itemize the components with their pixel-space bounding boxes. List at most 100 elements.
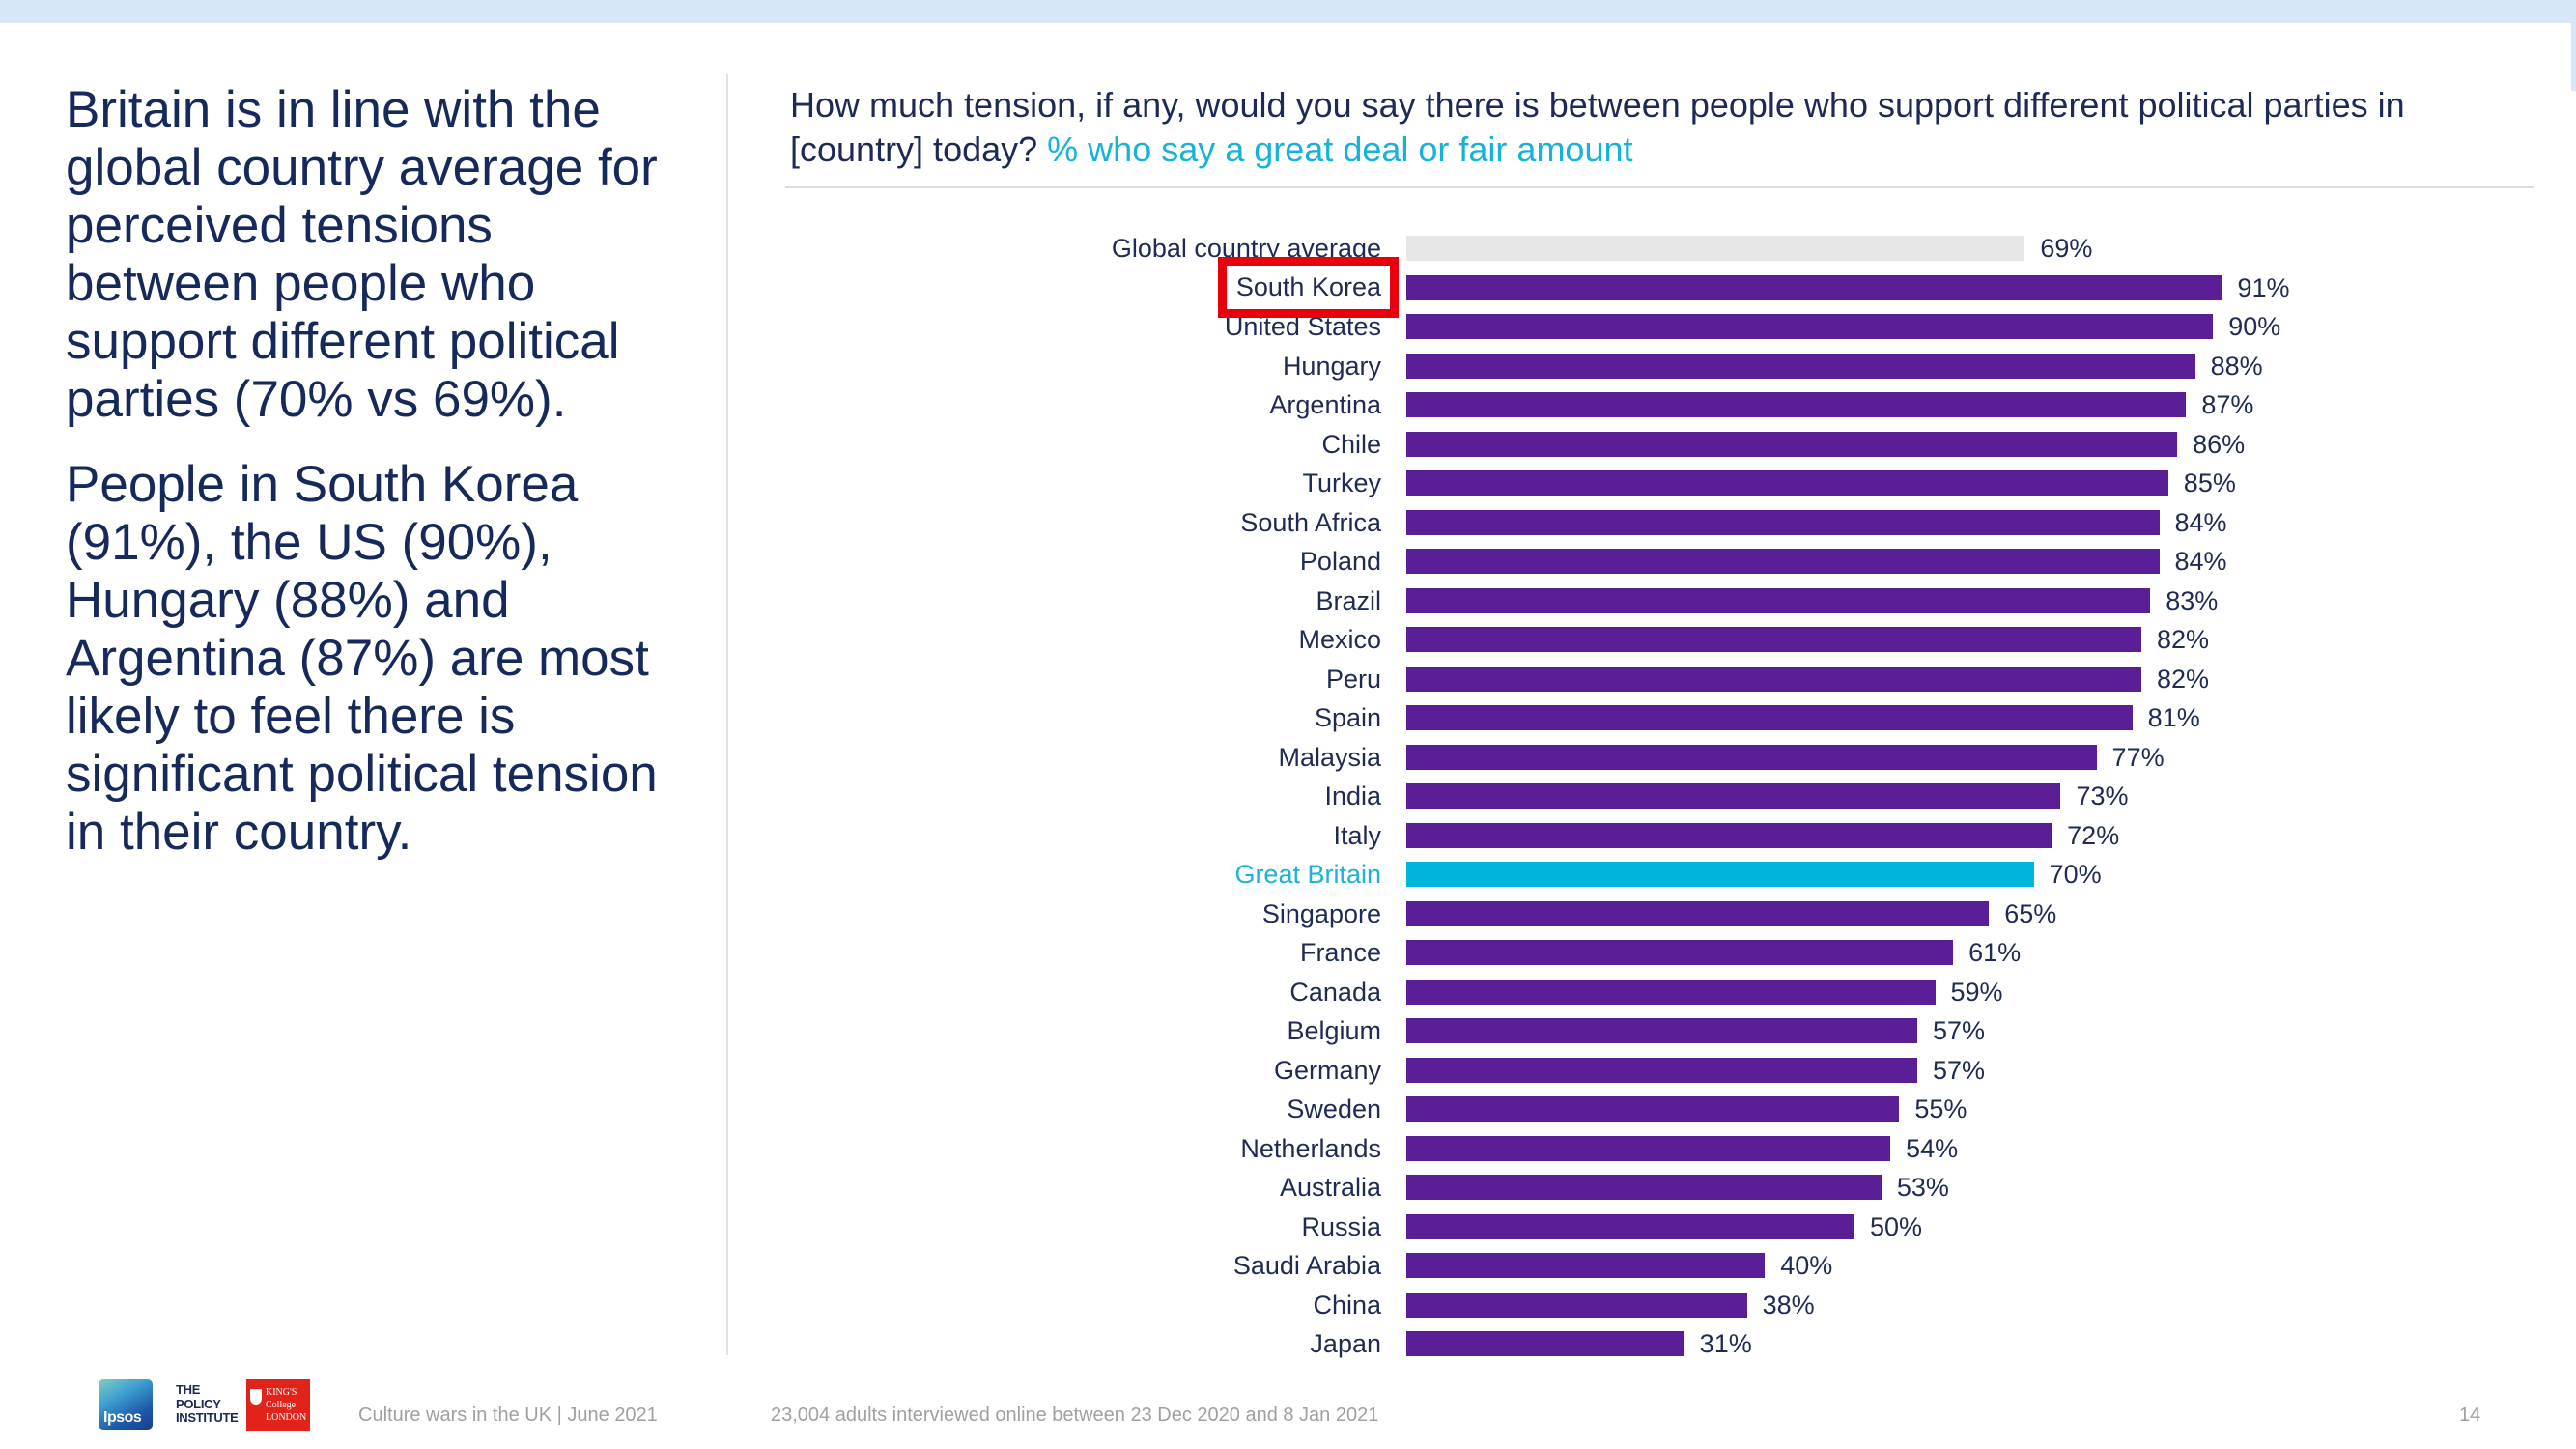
bar-chart: Global country average 69% South Korea 91% U… — [1062, 213, 2576, 1372]
bar-turkey — [1406, 470, 2168, 496]
category-label-singapore: Singapore — [1261, 898, 1381, 928]
data-label-brazil: 83% — [2166, 585, 2219, 615]
summary-paragraph-1: Britain is in line with the global count… — [66, 81, 713, 429]
bar-belgium — [1406, 1018, 1917, 1043]
data-label-china: 38% — [1762, 1290, 1815, 1320]
summary-line: Hungary (88%) and — [66, 572, 510, 629]
bar-canada — [1406, 979, 1936, 1005]
bar-singapore — [1406, 900, 1990, 926]
bar-france — [1406, 940, 1954, 965]
data-label-poland: 84% — [2174, 547, 2227, 576]
category-label-argentina: Argentina — [1269, 390, 1381, 419]
bar-great-britain — [1406, 862, 2034, 887]
data-label-singapore: 65% — [2004, 898, 2057, 928]
summary-line: in their country. — [66, 804, 412, 861]
bar-japan — [1406, 1331, 1684, 1356]
category-label-brazil: Brazil — [1316, 585, 1381, 615]
bar-brazil — [1406, 587, 2151, 613]
bar-china — [1406, 1292, 1747, 1318]
bar-india — [1406, 783, 2061, 809]
category-label-netherlands: Netherlands — [1240, 1133, 1381, 1163]
bar-sweden — [1406, 1096, 1900, 1122]
bar-global-country-average — [1406, 236, 2025, 261]
data-label-netherlands: 54% — [1906, 1133, 1959, 1163]
bar-netherlands — [1406, 1135, 1891, 1161]
category-label-italy: Italy — [1333, 820, 1381, 850]
summary-line: likely to feel there is — [66, 688, 516, 745]
bar-spain — [1406, 705, 2133, 730]
category-label-south-korea: South Korea — [1217, 257, 1399, 318]
chart-title-line-2: [country] today? % who say a great deal … — [790, 128, 2405, 172]
summary-line: global country average for — [66, 139, 658, 196]
data-label-turkey: 85% — [2183, 469, 2236, 497]
data-label-india: 73% — [2076, 781, 2129, 810]
summary-line: significant political tension — [66, 746, 658, 803]
bar-italy — [1406, 822, 2052, 848]
crest-icon — [250, 1389, 262, 1405]
top-banner — [0, 0, 2576, 23]
summary-line: People in South Korea — [66, 456, 579, 513]
bar-peru — [1406, 666, 2141, 692]
data-label-belgium: 57% — [1932, 1016, 1985, 1045]
data-label-argentina: 87% — [2201, 390, 2254, 419]
category-label-malaysia: Malaysia — [1278, 742, 1381, 772]
title-rule — [785, 186, 2534, 188]
kings-logo-line: KING'S — [266, 1387, 297, 1398]
category-label-turkey: Turkey — [1302, 469, 1381, 497]
data-label-canada: 59% — [1950, 977, 2003, 1007]
policy-institute-logo: THE POLICY INSTITUTE — [176, 1382, 239, 1426]
ipsos-logo-text: Ipsos — [103, 1409, 142, 1426]
summary-panel: Britain is in line with the global count… — [66, 81, 713, 862]
bar-australia — [1406, 1175, 1882, 1200]
ipsos-logo: Ipsos — [99, 1379, 153, 1430]
category-label-canada: Canada — [1289, 977, 1381, 1007]
category-label-hungary: Hungary — [1282, 351, 1381, 381]
category-label-germany: Germany — [1273, 1055, 1381, 1085]
bar-south-africa — [1406, 509, 2160, 535]
data-label-france: 61% — [1968, 938, 2022, 967]
bar-russia — [1406, 1213, 1854, 1239]
summary-line: parties (70% vs 69%). — [66, 371, 567, 428]
data-label-chile: 86% — [2193, 429, 2246, 459]
category-label-south-africa: South Africa — [1240, 507, 1381, 537]
bar-south-korea — [1406, 274, 2222, 300]
data-label-south-korea: 91% — [2237, 272, 2290, 302]
summary-line: support different political — [66, 313, 620, 370]
bar-chile — [1406, 431, 2178, 457]
data-label-germany: 57% — [1932, 1055, 1985, 1085]
data-label-japan: 31% — [1699, 1329, 1752, 1358]
bar-argentina — [1406, 392, 2187, 417]
bar-poland — [1406, 549, 2160, 574]
data-label-south-africa: 84% — [2174, 507, 2227, 537]
category-label-sweden: Sweden — [1287, 1094, 1381, 1123]
data-label-spain: 81% — [2147, 703, 2200, 732]
kings-logo-line: LONDON — [266, 1412, 307, 1423]
policy-logo-line: POLICY — [176, 1396, 221, 1411]
data-label-mexico: 82% — [2156, 625, 2209, 654]
summary-line: Britain is in line with the — [66, 81, 601, 138]
category-label-russia: Russia — [1301, 1211, 1381, 1241]
policy-logo-line: THE — [176, 1382, 201, 1397]
bar-united-states — [1406, 314, 2214, 339]
kings-logo-text: KING'S College LONDON — [266, 1386, 306, 1424]
category-label-japan: Japan — [1310, 1329, 1381, 1358]
summary-line: (91%), the US (90%), — [66, 514, 552, 571]
category-label-france: France — [1299, 938, 1381, 967]
category-label-china: China — [1313, 1290, 1381, 1320]
category-label-peru: Peru — [1325, 664, 1381, 694]
summary-line: Argentina (87%) are most — [66, 630, 649, 687]
chart-title: How much tension, if any, would you say … — [790, 83, 2405, 172]
kings-logo-line: College — [266, 1400, 297, 1410]
category-label-poland: Poland — [1299, 547, 1381, 576]
data-label-united-states: 90% — [2228, 312, 2281, 341]
category-label-india: India — [1324, 781, 1381, 810]
bar-hungary — [1406, 353, 2195, 379]
bar-malaysia — [1406, 744, 2097, 770]
data-label-hungary: 88% — [2210, 351, 2263, 381]
data-label-russia: 50% — [1870, 1211, 1923, 1241]
summary-paragraph-2: People in South Korea (91%), the US (90%… — [66, 456, 713, 862]
chart-title-line-2-text: [country] today? — [790, 129, 1038, 169]
category-label-chile: Chile — [1321, 429, 1381, 459]
data-label-global-country-average: 69% — [2040, 234, 2093, 263]
category-label-australia: Australia — [1279, 1173, 1381, 1202]
